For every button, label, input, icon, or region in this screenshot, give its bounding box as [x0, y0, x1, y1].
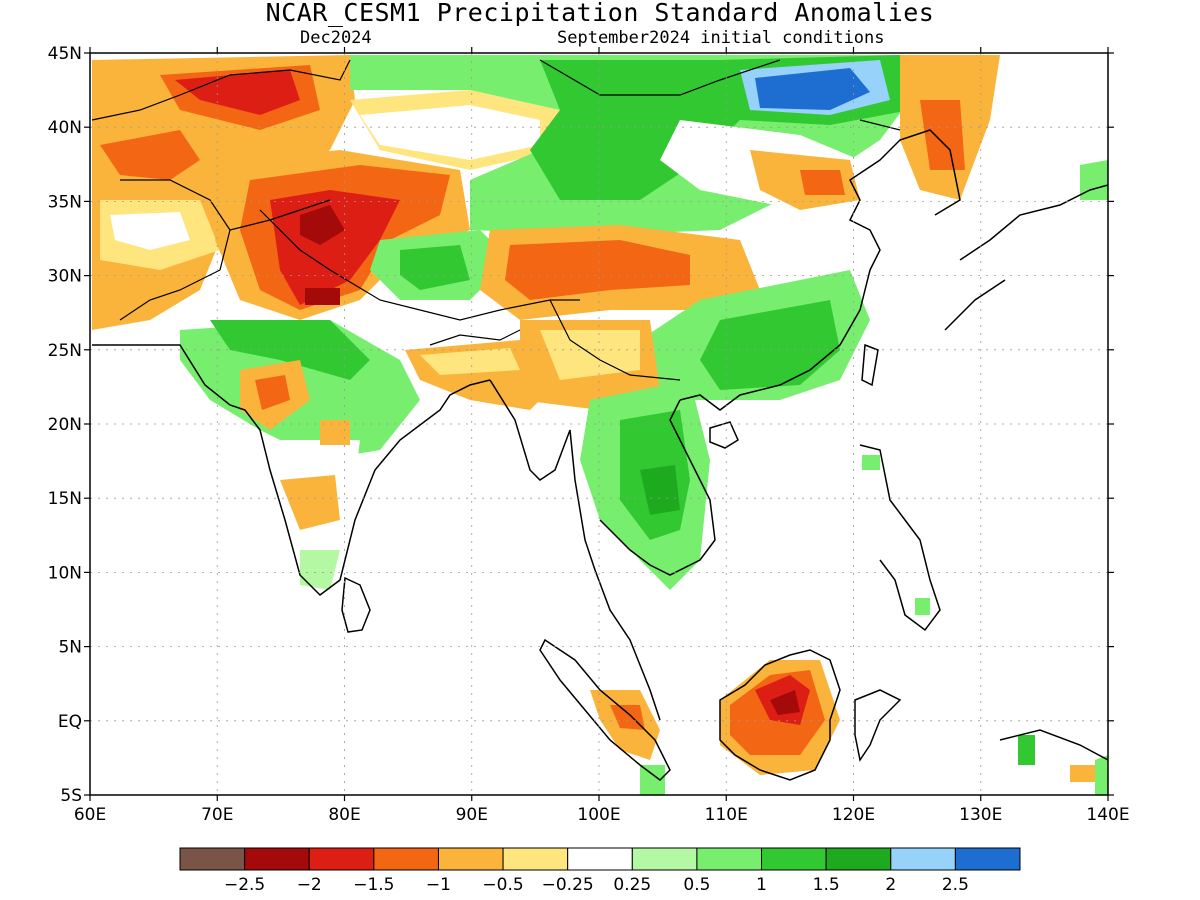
coastline-sumatra: [539, 638, 671, 781]
wet-region-sumatra-south: [640, 765, 665, 795]
colorbar-swatch: [567, 847, 633, 871]
colorbar-label: 0.25: [613, 875, 651, 895]
coastline-myanmar: [489, 379, 661, 721]
map-title: NCAR_CESM1 Precipitation Standard Anomal…: [265, 0, 935, 27]
colorbar-swatch: [179, 847, 246, 871]
lon-tick-label: 130E: [959, 805, 1002, 825]
dry-region-bohai: [800, 170, 845, 195]
colorbar-swatch: [825, 847, 892, 871]
colorbar-swatch: [437, 847, 504, 871]
lat-tick-label: 20N: [48, 415, 82, 435]
colorbar-label: −0.25: [542, 875, 594, 895]
dry-region-east-india: [320, 420, 350, 445]
colorbar-swatch: [308, 847, 375, 871]
dry-region-sumatra-core: [610, 705, 645, 730]
dry-region-korea-core: [920, 100, 965, 170]
coastline-hainan: [709, 421, 739, 449]
lat-tick-label: 10N: [48, 563, 82, 583]
lat-tick-label: 15N: [48, 489, 82, 509]
coastline-taiwan: [861, 343, 879, 387]
country-borders: [91, 59, 901, 381]
valid-month-label: Dec2024: [300, 28, 372, 48]
wet-region-indochina-max: [640, 465, 680, 515]
lon-tick-label: 110E: [705, 805, 748, 825]
dry-region-gujarat-core: [255, 375, 290, 410]
coastlines: [91, 59, 1108, 781]
coastline-south-china: [679, 129, 961, 411]
colorbar-swatch: [631, 847, 698, 871]
lat-lon-grid: [90, 53, 1108, 795]
colorbar-swatch: [890, 847, 956, 871]
dry-region-arafura: [1070, 765, 1100, 782]
map-axes: 60E 70E 80E 90E 100E 110E 120E 130E 140E 5S EQ 5N 10…: [48, 44, 1130, 825]
lon-tick-label: 100E: [577, 805, 620, 825]
dry-region-tajik-core: [175, 70, 300, 115]
wet-region-japan-edge: [1080, 160, 1108, 200]
colorbar-label: 2: [885, 875, 896, 895]
lon-tick-label: 90E: [456, 805, 488, 825]
colorbar-swatch: [502, 847, 569, 871]
colorbar-swatch: [373, 847, 439, 871]
lat-tick-label: 25N: [48, 341, 82, 361]
lat-tick-label: 40N: [48, 118, 82, 138]
lat-tick-label: 45N: [48, 44, 82, 64]
coastline-sri-lanka: [341, 576, 371, 633]
coastline-philippines: [859, 444, 941, 632]
neutral-region-central-asia: [360, 105, 540, 160]
dry-region-pakistan-north: [100, 130, 200, 180]
colorbar-label: 1.5: [813, 875, 840, 895]
coastline-japan: [944, 184, 1108, 331]
wet-region-new-guinea: [1018, 735, 1035, 765]
colorbar-label: −0.5: [482, 875, 523, 895]
colorbar-label: −1.5: [353, 875, 394, 895]
colorbar-label: 1: [756, 875, 767, 895]
lat-tick-label: 30N: [48, 267, 82, 287]
lat-tick-label: 35N: [48, 192, 82, 212]
dry-region-sichuan-core: [505, 240, 690, 300]
colorbar-label: 0.5: [683, 875, 710, 895]
wet-region-south-india: [300, 550, 340, 590]
wet-patch-afghanistan: [110, 212, 190, 250]
dry-region-kashmir-max: [300, 205, 345, 245]
coastline-new-guinea: [999, 729, 1108, 761]
lat-tick-label: 5S: [60, 786, 82, 806]
anomaly-shading: [92, 55, 1108, 795]
colorbar-swatch: [954, 847, 1021, 871]
wet-region-central-china-core: [530, 60, 760, 200]
lon-tick-label: 120E: [832, 805, 875, 825]
lat-tick-label: 5N: [58, 638, 82, 658]
wet-region-tibet-core: [400, 245, 470, 290]
colorbar-label: −2: [297, 875, 322, 895]
dry-region-bangladesh-core: [420, 348, 520, 375]
coastline-borneo: [719, 649, 841, 781]
wet-region-arafura: [1095, 755, 1108, 795]
colorbar-label: −1: [426, 875, 451, 895]
wet-region-south-china-core: [700, 300, 840, 390]
lon-tick-label: 60E: [74, 805, 106, 825]
colorbar-swatch: [761, 847, 827, 871]
lon-tick-label: 70E: [201, 805, 233, 825]
coastline-india: [92, 344, 491, 596]
dry-region-ganges: [305, 288, 340, 305]
coastline-indochina: [599, 399, 716, 576]
initial-conditions-label: September2024 initial conditions: [557, 28, 885, 48]
lat-tick-label: EQ: [58, 712, 82, 732]
wet-region-mongolia-max: [755, 68, 870, 110]
colorbar-swatch: [696, 847, 763, 871]
lon-tick-label: 140E: [1086, 805, 1129, 825]
coastline-sulawesi: [854, 689, 902, 762]
dry-region-borneo-max: [770, 690, 800, 715]
dry-region-deccan: [280, 475, 340, 530]
wet-region-luzon: [862, 455, 880, 470]
wet-region-mindanao: [915, 598, 930, 615]
colorbar-swatch: [244, 847, 310, 871]
colorbar-label: 2.5: [942, 875, 969, 895]
colorbar: −2.5 −2 −1.5 −1 −0.5 −0.25 0.25 0.5 1 1.5 2 2.5: [179, 847, 1021, 895]
colorbar-label: −2.5: [224, 875, 265, 895]
lon-tick-label: 80E: [328, 805, 360, 825]
